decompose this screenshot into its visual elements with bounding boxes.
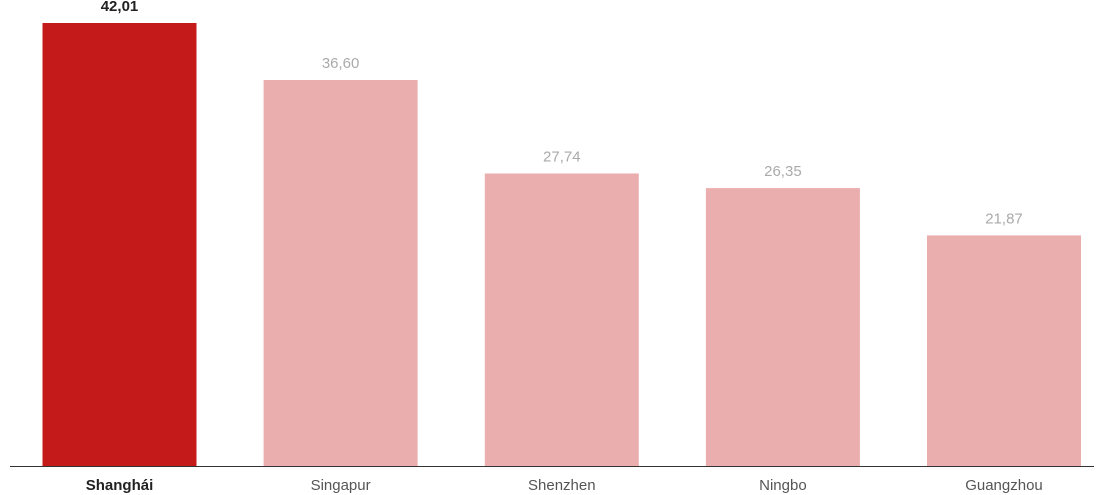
category-labels-group: Shanghái Singapur Shenzhen Ningbo Guangzhou [86, 477, 1043, 494]
category-label-guangzhou: Guangzhou [965, 477, 1043, 494]
bar-shenzhen [484, 173, 639, 466]
bar-singapur [263, 80, 418, 466]
value-label-singapur: 36,60 [322, 55, 360, 72]
value-label-guangzhou: 21,87 [985, 210, 1023, 227]
bars-group [42, 23, 1081, 466]
bar-guangzhou [927, 235, 1081, 466]
bar-shanghái [42, 23, 197, 466]
category-label-singapur: Singapur [311, 477, 371, 494]
category-label-shanghái: Shanghái [86, 477, 154, 494]
value-label-shenzhen: 27,74 [543, 149, 581, 166]
category-label-ningbo: Ningbo [759, 477, 807, 494]
bar-ningbo [705, 188, 860, 466]
value-labels-group: 42,01 36,60 27,74 26,35 21,87 [101, 0, 1023, 227]
category-label-shenzhen: Shenzhen [528, 477, 596, 494]
value-label-shanghái: 42,01 [101, 0, 139, 15]
value-label-ningbo: 26,35 [764, 163, 802, 180]
